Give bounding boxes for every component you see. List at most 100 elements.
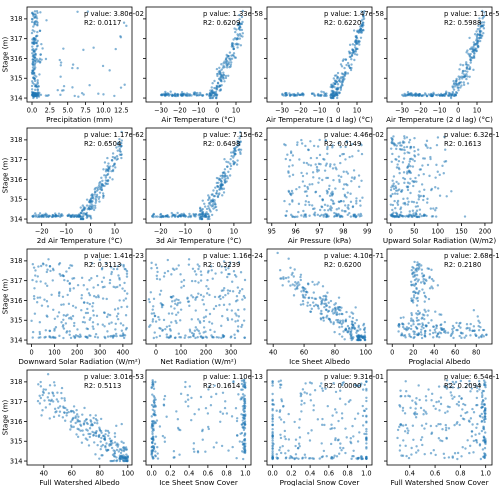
scatter-point (220, 271, 223, 274)
scatter-point (119, 457, 122, 461)
scatter-point (427, 297, 431, 301)
scatter-point (82, 93, 85, 96)
scatter-point (403, 148, 406, 152)
scatter-point (242, 428, 246, 432)
scatter-point (297, 281, 300, 284)
scatter-point (79, 217, 83, 221)
scatter-point (430, 268, 433, 272)
scatter-point (469, 334, 472, 337)
scatter-point (297, 202, 301, 206)
scatter-point (409, 191, 412, 195)
scatter-point (195, 328, 199, 331)
scatter-point (456, 328, 459, 332)
scatter-point (401, 409, 405, 412)
scatter-point (86, 10, 90, 13)
scatter-point (271, 417, 274, 420)
scatter-point (301, 299, 305, 303)
scatter-point (196, 318, 200, 321)
scatter-point (89, 419, 92, 422)
scatter-point (232, 52, 236, 55)
scatter-point (403, 334, 407, 337)
scatter-point (36, 24, 39, 27)
x-tick-label: 0.8 (342, 470, 353, 478)
scatter-point (45, 314, 48, 317)
scatter-point (152, 419, 155, 423)
scatter-point (442, 172, 445, 175)
scatter-point (34, 274, 37, 277)
scatter-point (217, 77, 221, 80)
scatter-point (122, 448, 126, 451)
scatter-point (352, 455, 355, 458)
scatter-point (224, 293, 227, 297)
scatter-point (66, 214, 70, 217)
scatter-point (329, 163, 332, 166)
scatter-point (462, 418, 466, 421)
scatter-point (119, 334, 122, 337)
scatter-point (100, 267, 104, 270)
scatter-point (233, 149, 237, 152)
y-tick-label: 315 (10, 317, 23, 325)
scatter-point (221, 194, 224, 197)
scatter-point (243, 402, 246, 405)
scatter-point (271, 450, 274, 453)
scatter-point (243, 278, 247, 282)
scatter-point (444, 91, 448, 95)
scatter-point (85, 204, 89, 207)
scatter-point (228, 289, 232, 293)
scatter-point (213, 330, 216, 334)
scatter-point (34, 52, 37, 56)
scatter-point (361, 18, 364, 21)
scatter-point (477, 336, 481, 339)
scatter-point (100, 436, 103, 440)
scatter-point (399, 316, 403, 320)
scatter-point (218, 303, 221, 307)
scatter-point (34, 85, 37, 88)
scatter-point (434, 209, 437, 212)
scatter-point (445, 379, 449, 382)
scatter-point (224, 400, 227, 403)
scatter-point (291, 215, 294, 218)
scatter-point (293, 284, 296, 287)
scatter-point (449, 391, 452, 394)
scatter-point (323, 208, 326, 212)
scatter-point (482, 425, 485, 428)
scatter-point (202, 303, 206, 306)
scatter-point (34, 13, 37, 16)
scatter-point (203, 202, 206, 205)
scatter-point (62, 303, 65, 306)
scatter-point (337, 296, 341, 299)
r2-annotation: R2: 0.6504 (84, 140, 121, 148)
scatter-point (341, 381, 344, 385)
scatter-point (484, 454, 487, 457)
scatter-point (407, 200, 410, 204)
scatter-point (203, 205, 207, 208)
scatter-point (405, 145, 409, 149)
scatter-point (415, 180, 418, 183)
scatter-point (212, 189, 215, 192)
scatter-point (88, 278, 91, 282)
x-tick-label: 0.6 (324, 470, 335, 478)
scatter-point (165, 336, 169, 339)
scatter-point (417, 174, 421, 177)
y-tick-label: 315 (10, 196, 23, 204)
scatter-point (95, 296, 98, 299)
scatter-point (409, 327, 413, 331)
scatter-point (53, 327, 56, 331)
scatter-point (40, 304, 44, 307)
scatter-point (116, 142, 120, 146)
scatter-point (316, 283, 319, 286)
scatter-point (215, 189, 219, 193)
x-tick-label: −30 (154, 107, 168, 115)
scatter-point (205, 285, 208, 288)
scatter-point (92, 434, 95, 437)
scatter-point (351, 155, 354, 158)
scatter-point (221, 76, 224, 79)
scatter-point (222, 71, 225, 74)
x-tick-label: 100 (175, 349, 188, 357)
scatter-point (93, 193, 96, 196)
scatter-point (279, 436, 283, 440)
scatter-point (62, 327, 66, 330)
scatter-point (86, 307, 89, 311)
